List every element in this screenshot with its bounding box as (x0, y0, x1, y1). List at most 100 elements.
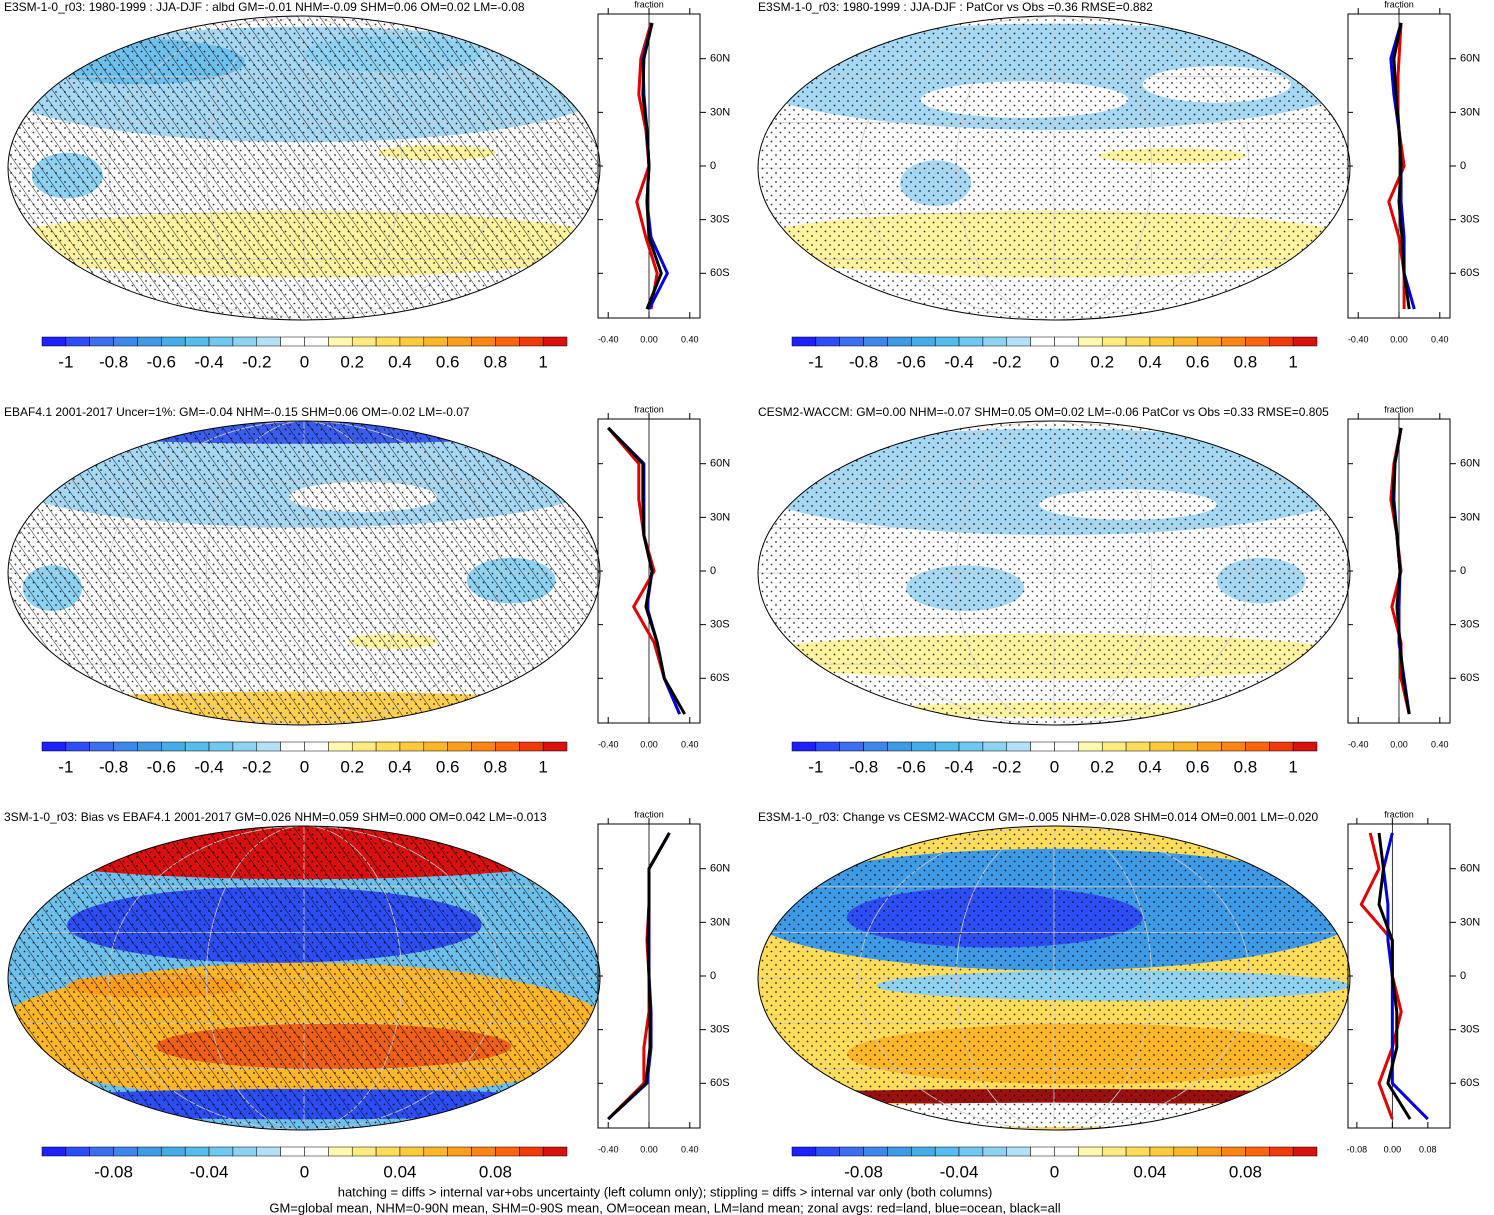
colorbar-label: -0.8 (99, 757, 128, 776)
map (8, 826, 600, 1130)
zonal-line (607, 832, 671, 1121)
colorbar-box (791, 1146, 817, 1157)
colorbar-box (232, 741, 258, 752)
colorbar-label: -0.2 (992, 352, 1021, 371)
map-border (7, 15, 601, 321)
x-tick-label: 0.40 (1431, 334, 1449, 344)
colorbar-label: 0.8 (1234, 757, 1258, 776)
colorbar-box (911, 336, 936, 347)
colorbar-label: 0.2 (1090, 757, 1114, 776)
panel: 3SM-1-0_r03: Bias vs EBAF4.1 2001-2017 G… (4, 809, 730, 1181)
colorbar-box (375, 336, 401, 347)
colorbar-box (423, 741, 448, 752)
colorbar-label: 0.8 (1234, 352, 1258, 371)
panel-title: E3SM-1-0_r03: 1980-1999 : JJA-DJF : albd… (4, 0, 525, 14)
colorbar-box (863, 336, 888, 347)
zonal-axis-label: fraction (1384, 809, 1414, 819)
colorbar-box (1006, 1146, 1031, 1157)
colorbar-box (137, 1146, 162, 1157)
colorbar-box (1030, 1146, 1055, 1157)
y-tick-label: 60S (1460, 672, 1480, 684)
colorbar-box (1221, 1146, 1246, 1157)
panel-title: CESM2-WACCM: GM=0.00 NHM=-0.07 SHM=0.05 … (758, 405, 1329, 419)
x-tick-label: 0.40 (1431, 739, 1449, 749)
y-tick-label: 60N (710, 458, 730, 470)
colorbar-box (113, 336, 138, 347)
colorbar-box (934, 336, 960, 347)
y-tick-label: 30N (710, 106, 730, 118)
colorbar-label: 1 (538, 352, 547, 371)
y-tick-label: 60S (710, 672, 730, 684)
colorbar-box (1149, 741, 1175, 752)
colorbar-box (471, 1146, 496, 1157)
colorbar-label: -0.8 (849, 757, 878, 776)
colorbar-label: 0.04 (1133, 1162, 1166, 1181)
colorbar-label: -0.4 (944, 757, 973, 776)
colorbar-box (399, 741, 425, 752)
zonal-line (641, 22, 663, 310)
colorbar-box (982, 1146, 1008, 1157)
zonal-line (607, 832, 671, 1121)
x-tick-label: -0.40 (598, 1144, 619, 1154)
colorbar-label: 0 (300, 1162, 309, 1181)
colorbar-box (256, 1146, 281, 1157)
y-tick-label: 0 (1460, 970, 1466, 982)
zonal-line (1392, 22, 1411, 310)
colorbar-box (1245, 741, 1270, 752)
colorbar-box (1149, 1146, 1175, 1157)
colorbar-box (184, 336, 210, 347)
colorbar-box (208, 1146, 234, 1157)
y-tick-label: 30S (1460, 619, 1480, 631)
hatching (8, 826, 600, 1130)
colorbar-label: -0.8 (99, 352, 128, 371)
stippling (758, 16, 1350, 320)
y-tick-label: 30N (1460, 916, 1480, 928)
panel: CESM2-WACCM: GM=0.00 NHM=-0.07 SHM=0.05 … (757, 404, 1480, 776)
y-tick-label: 60S (1460, 267, 1480, 279)
colorbar-box (1006, 336, 1031, 347)
colorbar-box (1101, 336, 1127, 347)
colorbar-box (1221, 741, 1246, 752)
colorbar-box (447, 741, 472, 752)
colorbar-box (304, 1146, 329, 1157)
colorbar-box (1125, 741, 1151, 752)
colorbar-box (495, 336, 520, 347)
colorbar-box (934, 741, 960, 752)
colorbar-box (495, 741, 520, 752)
colorbar-box (208, 741, 234, 752)
colorbar-box (815, 741, 840, 752)
colorbar-label: 0.6 (1186, 757, 1210, 776)
colorbar-box (280, 336, 305, 347)
colorbar-box (839, 336, 864, 347)
x-tick-label: 0.40 (681, 334, 699, 344)
colorbar-label: 0.08 (479, 1162, 512, 1181)
colorbar-box (958, 1146, 984, 1157)
colorbar-label: 0.4 (1138, 757, 1162, 776)
colorbar-box (815, 336, 840, 347)
zonal-axis-label: fraction (634, 0, 664, 9)
colorbar-box (256, 336, 281, 347)
colorbar-box (791, 741, 817, 752)
panel: EBAF4.1 2001-2017 Uncer=1%: GM=-0.04 NHM… (4, 404, 730, 776)
colorbar-box (423, 336, 448, 347)
y-tick-label: 60S (1460, 1077, 1480, 1089)
colorbar-box (815, 1146, 840, 1157)
colorbar-box (351, 336, 377, 347)
colorbar-label: -1 (808, 757, 823, 776)
colorbar-box (89, 1146, 114, 1157)
colorbar-box (519, 336, 544, 347)
colorbar-box (1030, 336, 1055, 347)
map (8, 421, 600, 725)
y-tick-label: 30S (1460, 214, 1480, 226)
colorbar-label: 0.2 (1090, 352, 1114, 371)
map-border (757, 420, 1351, 726)
panel: E3SM-1-0_r03: 1980-1999 : JJA-DJF : albd… (4, 0, 730, 371)
colorbar-box (1292, 1146, 1318, 1157)
colorbar-box (41, 336, 67, 347)
colorbar-label: 1 (538, 757, 547, 776)
colorbar-box (65, 1146, 90, 1157)
colorbar-label: 0.2 (340, 352, 364, 371)
colorbar-label: 0.4 (388, 757, 412, 776)
colorbar-label: -0.6 (897, 757, 926, 776)
